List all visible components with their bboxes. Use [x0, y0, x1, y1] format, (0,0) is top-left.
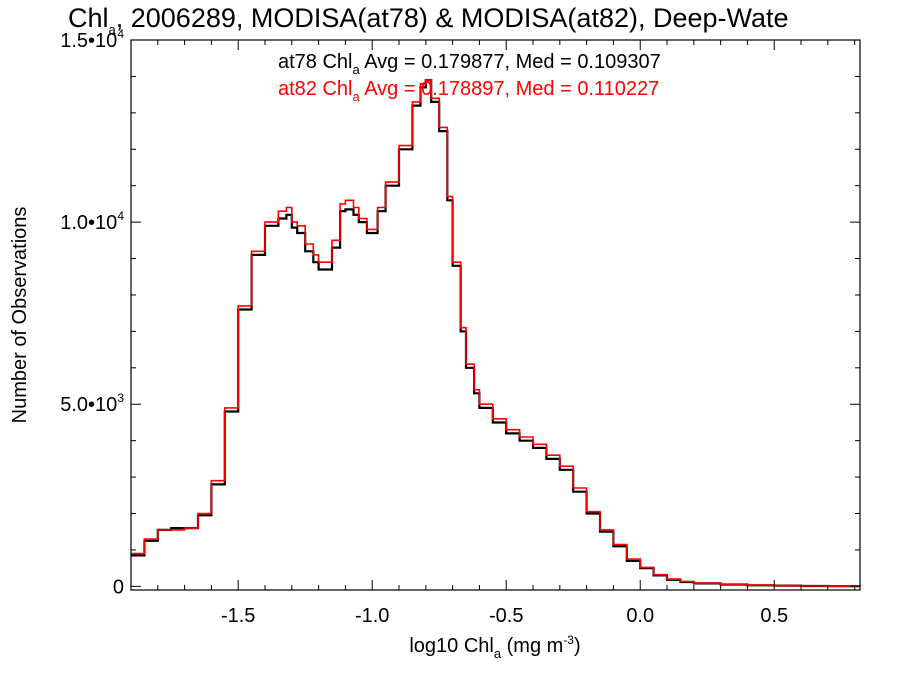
x-axis-ticks: -1.5 -1.0 -0.5 0.0 0.5	[130, 40, 856, 627]
series-line-1	[131, 79, 861, 587]
y-tick-label: 1.0•104	[60, 209, 124, 234]
x-tick-label: -1.5	[221, 605, 255, 627]
y-axis-label: Number of Observations	[9, 207, 31, 424]
annotation-at78: at78 Chla Avg = 0.179877, Med = 0.109307	[278, 51, 661, 77]
x-tick-label: -0.5	[489, 605, 523, 627]
y-tick-label: 5.0•103	[60, 391, 124, 416]
plot-frame	[130, 39, 861, 591]
y-axis-ticks: 0 5.0•103 1.0•104 1.5•104	[60, 27, 860, 598]
x-tick-label: 0.0	[626, 605, 654, 627]
chart-title: Chla, 2006289, MODISA(at78) & MODISA(at8…	[68, 3, 789, 37]
x-axis-label: log10 Chla (mg m-3)	[409, 633, 580, 661]
plot-lines	[131, 79, 862, 588]
y-tick-label: 1.5•104	[60, 27, 124, 52]
x-tick-label: -1.0	[355, 605, 389, 627]
annotation-at82: at82 Chla Avg = 0.178897, Med = 0.110227	[278, 78, 659, 104]
y-tick-label: 0	[113, 576, 124, 598]
x-tick-label: 0.5	[760, 605, 788, 627]
series-line-0	[131, 79, 862, 588]
